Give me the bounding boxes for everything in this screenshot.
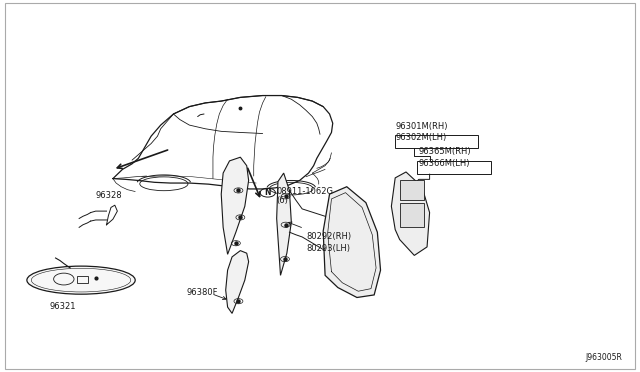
Bar <box>394 135 478 148</box>
Text: 96328: 96328 <box>96 191 122 200</box>
Text: 96321: 96321 <box>49 302 76 311</box>
Bar <box>399 203 424 227</box>
Text: 96380F: 96380F <box>186 288 218 297</box>
Polygon shape <box>323 187 381 298</box>
Polygon shape <box>276 173 291 275</box>
Text: 08911-1062G: 08911-1062G <box>276 187 333 196</box>
Polygon shape <box>226 251 248 313</box>
Text: 80292(RH)
80293(LH): 80292(RH) 80293(LH) <box>306 232 351 253</box>
Bar <box>77 276 88 283</box>
Text: N: N <box>264 188 271 197</box>
Bar <box>399 180 424 200</box>
Text: J963005R: J963005R <box>586 353 623 362</box>
Polygon shape <box>221 157 248 254</box>
Text: (6): (6) <box>276 196 289 205</box>
Text: 96365M(RH)
96366M(LH): 96365M(RH) 96366M(LH) <box>419 147 472 168</box>
Ellipse shape <box>27 266 135 294</box>
Bar <box>417 161 491 174</box>
Polygon shape <box>392 172 429 256</box>
Text: 96301M(RH)
96302M(LH): 96301M(RH) 96302M(LH) <box>395 122 448 142</box>
